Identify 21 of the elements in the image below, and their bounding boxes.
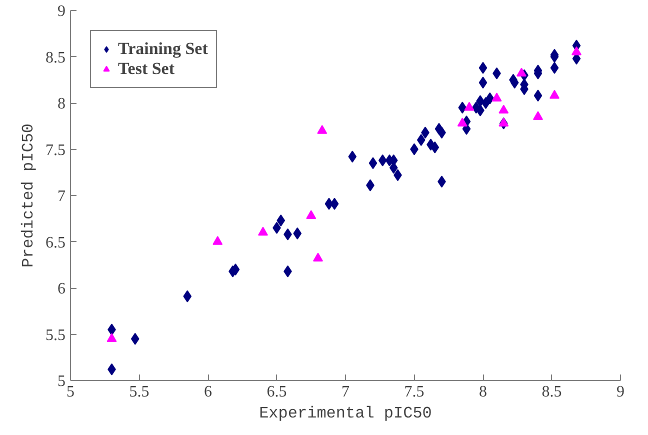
y-tick-label: 5	[58, 373, 66, 390]
x-axis-title: Experimental pIC50	[259, 404, 432, 422]
y-tick-label: 7	[58, 188, 66, 205]
x-tick-label: 6.5	[266, 384, 287, 400]
y-tick-label: 9	[58, 3, 66, 20]
legend-label: Test Set	[118, 59, 175, 79]
x-tick-label: 8.5	[542, 384, 562, 400]
x-tick-label: 7	[342, 384, 350, 400]
x-tick-label: 7.5	[404, 384, 424, 400]
x-tick-label: 9	[616, 384, 624, 400]
x-tick-label: 8	[479, 384, 487, 400]
y-axis-title: Predicted pIC50	[20, 123, 38, 268]
y-tick-label: 6	[58, 280, 66, 298]
x-tick-label: 6	[204, 384, 212, 400]
y-tick-label: 5.5	[46, 326, 66, 344]
y-tick-label: 8	[58, 96, 66, 112]
legend-label: Training Set	[118, 39, 208, 59]
y-tick-label: 8.5	[46, 49, 66, 66]
y-tick-label: 6.5	[46, 234, 66, 252]
y-tick-label: 7.5	[46, 142, 66, 159]
x-tick-label: 5.5	[129, 384, 150, 400]
